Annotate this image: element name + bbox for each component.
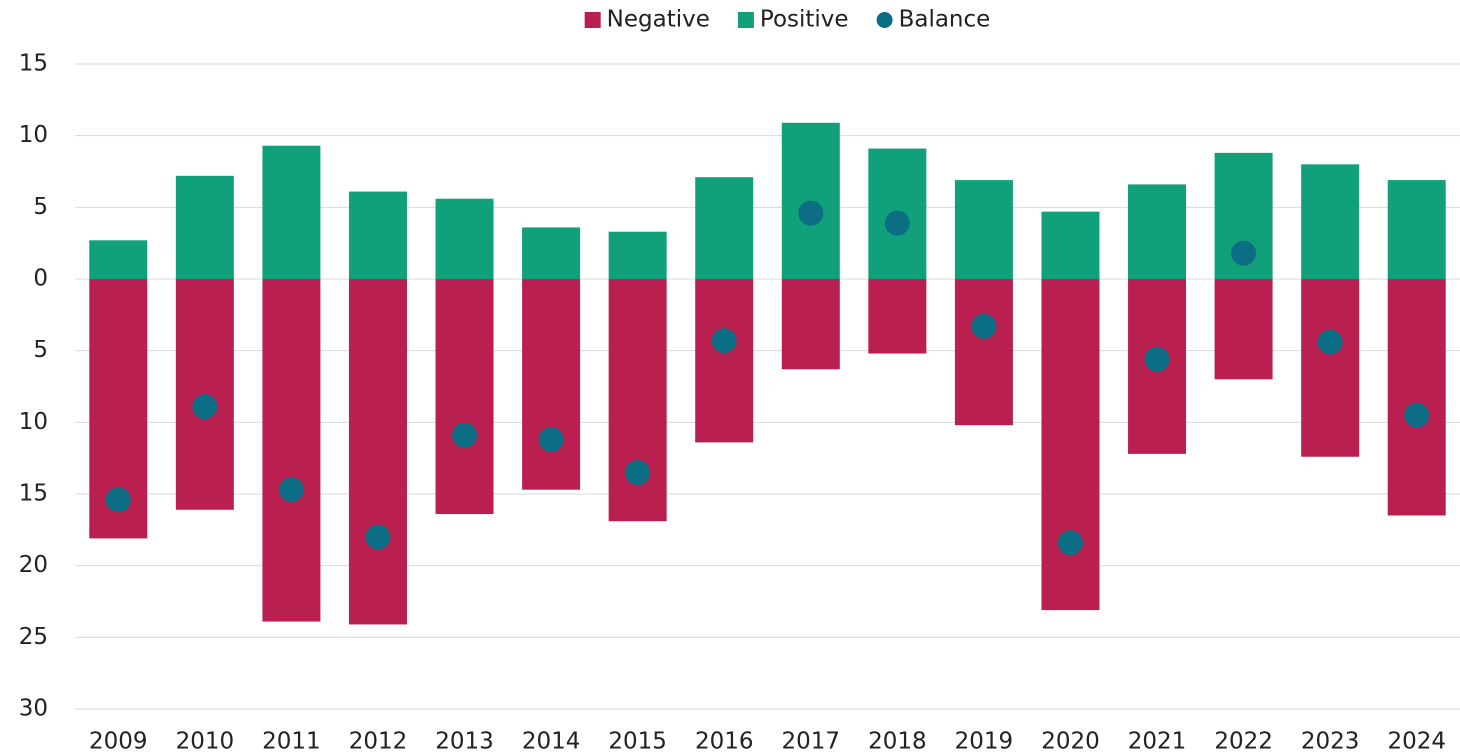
x-tick-label: 2009	[89, 729, 148, 755]
balance-dot	[452, 422, 478, 448]
legend-swatch	[876, 12, 893, 28]
y-tick-label: 25	[19, 624, 48, 650]
bar	[522, 227, 581, 279]
bar	[608, 231, 667, 279]
y-tick-label: 30	[19, 696, 48, 722]
balance-dot	[711, 328, 737, 354]
x-tick-label: 2014	[522, 729, 581, 755]
balance-dot	[1057, 530, 1083, 556]
bar	[1301, 279, 1360, 457]
x-tick-label: 2019	[955, 729, 1014, 755]
balance-dot	[1317, 329, 1343, 355]
balance-dot	[884, 210, 910, 236]
legend-swatch	[737, 12, 754, 28]
x-tick-label: 2015	[608, 729, 667, 755]
bar	[348, 279, 407, 625]
y-tick-label: 20	[19, 552, 48, 578]
x-tick-label: 2021	[1128, 729, 1187, 755]
x-tick-label: 2024	[1387, 729, 1446, 755]
x-tick-label: 2016	[695, 729, 754, 755]
bar	[1301, 164, 1360, 279]
bar	[954, 279, 1013, 426]
y-tick-label: 5	[33, 194, 48, 220]
bar	[1128, 184, 1187, 279]
bar	[695, 279, 754, 443]
bar	[1387, 180, 1446, 279]
bar	[1214, 279, 1273, 380]
balance-dot	[365, 524, 391, 550]
balance-dot	[798, 200, 824, 226]
balance-dot	[1144, 346, 1170, 372]
y-tick-label: 5	[33, 337, 48, 363]
legend-label: Positive	[760, 7, 849, 33]
x-tick-label: 2020	[1041, 729, 1100, 755]
bar	[868, 279, 927, 354]
y-tick-label: 0	[33, 266, 48, 292]
bar	[262, 279, 321, 622]
bar	[954, 180, 1013, 279]
bar	[781, 279, 840, 370]
balance-dot	[971, 313, 997, 339]
bar	[695, 177, 754, 279]
bar	[262, 145, 321, 279]
bar	[89, 240, 148, 279]
balance-dot	[1231, 240, 1257, 266]
balance-dot	[625, 460, 651, 485]
bar	[435, 198, 494, 279]
x-tick-label: 2012	[349, 729, 408, 755]
balance-dot	[105, 487, 131, 513]
bar	[522, 279, 581, 490]
bar	[435, 279, 494, 515]
balance-dot	[278, 477, 304, 503]
bar	[1041, 211, 1100, 279]
balance-dot	[538, 427, 564, 453]
bar	[175, 175, 234, 279]
legend-label: Negative	[607, 7, 710, 33]
x-tick-label: 2022	[1214, 729, 1273, 755]
bar	[348, 191, 407, 279]
balance-dot	[1404, 402, 1430, 428]
bar	[1041, 279, 1100, 611]
bar	[1387, 279, 1446, 516]
balance-dot	[192, 394, 218, 420]
x-tick-label: 2013	[435, 729, 494, 755]
x-tick-label: 2018	[868, 729, 927, 755]
x-tick-label: 2023	[1301, 729, 1360, 755]
x-tick-label: 2011	[262, 729, 321, 755]
y-tick-label: 15	[19, 481, 48, 507]
y-tick-label: 10	[19, 122, 48, 148]
legend-swatch	[584, 12, 601, 28]
y-tick-label: 15	[19, 51, 48, 77]
x-tick-label: 2010	[176, 729, 235, 755]
legend-label: Balance	[899, 7, 991, 33]
y-tick-label: 10	[19, 409, 48, 435]
x-tick-label: 2017	[782, 729, 841, 755]
